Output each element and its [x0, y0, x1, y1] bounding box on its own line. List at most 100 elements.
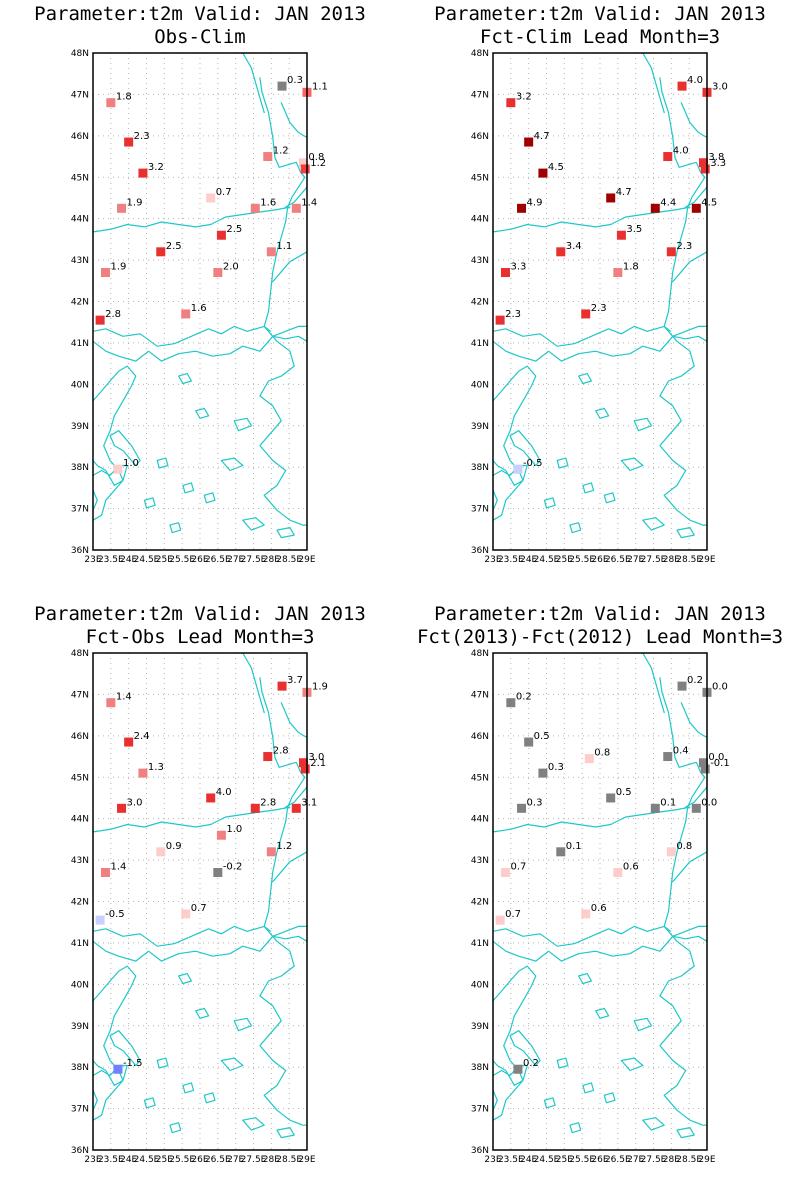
station-marker	[538, 168, 548, 178]
station-marker	[300, 164, 310, 174]
lon-tick-label: 27E	[227, 555, 244, 565]
lon-tick-label: 25E	[156, 555, 173, 565]
lon-tick-label: 26.5E	[205, 555, 231, 565]
station-marker	[117, 803, 127, 813]
station-marker	[495, 915, 505, 925]
lat-tick-label: 42N	[471, 298, 489, 308]
lat-tick-label: 47N	[71, 90, 89, 100]
lon-tick-label: 28E	[663, 1155, 680, 1165]
station-marker	[613, 268, 623, 278]
station-value-label: 3.4	[566, 241, 582, 252]
station-value-label: 0.5	[534, 731, 550, 742]
lon-tick-label: 29E	[298, 555, 315, 565]
station-marker	[213, 268, 223, 278]
lat-tick-label: 40N	[471, 980, 489, 990]
map-frame	[92, 652, 308, 1151]
station-marker	[100, 268, 110, 278]
lat-tick-label: 37N	[471, 505, 489, 515]
station-marker	[181, 909, 191, 919]
lat-tick-label: 45N	[471, 173, 489, 183]
lat-tick-label: 44N	[471, 815, 489, 825]
station-value-label: 4.7	[616, 187, 632, 198]
lon-tick-label: 23E	[84, 1155, 101, 1165]
lat-tick-label: 37N	[71, 1105, 89, 1115]
lon-tick-label: 25E	[556, 1155, 573, 1165]
station-value-label: 3.2	[148, 162, 164, 173]
lon-tick-label: 27.5E	[241, 555, 267, 565]
station-value-label: 0.1	[566, 841, 582, 852]
station-marker	[666, 247, 676, 257]
lat-tick-label: 41N	[71, 339, 89, 349]
station-marker	[117, 203, 127, 213]
station-value-label: 3.3	[710, 158, 726, 169]
lat-tick-label: 48N	[471, 649, 489, 659]
lat-tick-label: 44N	[471, 215, 489, 225]
lon-tick-label: 25E	[156, 1155, 173, 1165]
lat-tick-label: 36N	[471, 1146, 489, 1156]
station-value-label: 0.9	[166, 841, 182, 852]
station-value-label: 1.6	[260, 197, 276, 208]
lat-tick-label: 36N	[71, 1146, 89, 1156]
lat-tick-label: 39N	[471, 422, 489, 432]
station-value-label: 1.1	[276, 241, 292, 252]
station-value-label: 3.3	[510, 262, 526, 273]
station-value-label: 1.2	[273, 146, 289, 157]
lat-tick-label: 45N	[71, 773, 89, 783]
station-marker	[156, 247, 166, 257]
lon-tick-label: 26E	[591, 1155, 608, 1165]
station-value-label: 1.2	[276, 841, 292, 852]
lat-tick-label: 48N	[71, 649, 89, 659]
lon-tick-label: 27E	[227, 1155, 244, 1165]
station-marker	[95, 315, 105, 325]
lat-tick-label: 44N	[71, 215, 89, 225]
lon-tick-label: 25E	[556, 555, 573, 565]
lat-tick-label: 41N	[471, 339, 489, 349]
lat-tick-label: 47N	[471, 90, 489, 100]
station-value-label: 4.7	[534, 131, 550, 142]
lon-tick-label: 23.5E	[498, 1155, 524, 1165]
lat-tick-label: 39N	[71, 1022, 89, 1032]
lon-tick-label: 26E	[191, 1155, 208, 1165]
station-marker	[698, 158, 708, 168]
lon-tick-label: 23E	[484, 1155, 501, 1165]
lon-tick-label: 28E	[663, 555, 680, 565]
map-frame	[492, 52, 708, 551]
lat-tick-label: 40N	[471, 380, 489, 390]
station-value-label: 3.2	[516, 92, 532, 103]
panel-title-line2: Fct-Clim Lead Month=3	[480, 26, 720, 48]
station-value-label: 3.0	[127, 797, 143, 808]
panel-title-line1: Parameter:t2m Valid: JAN 2013	[434, 603, 766, 625]
station-value-label: 2.5	[166, 241, 182, 252]
lat-tick-label: 36N	[71, 546, 89, 556]
lon-tick-label: 28.5E	[676, 555, 702, 565]
panel-title-line2: Obs-Clim	[154, 26, 246, 48]
station-marker	[581, 309, 591, 319]
lon-tick-label: 24.5E	[534, 1155, 560, 1165]
lat-tick-label: 41N	[471, 939, 489, 949]
station-value-label: 4.5	[548, 162, 564, 173]
lon-tick-label: 29E	[698, 555, 715, 565]
station-marker	[584, 754, 594, 764]
coastline	[92, 652, 308, 1139]
map-panel-4: Parameter:t2m Valid: JAN 2013Fct(2013)-F…	[417, 603, 783, 1165]
lon-tick-label: 26.5E	[205, 1155, 231, 1165]
station-value-label: 1.8	[623, 262, 639, 273]
station-value-label: 4.5	[701, 197, 717, 208]
panel-title-line1: Parameter:t2m Valid: JAN 2013	[434, 3, 766, 25]
station-marker	[663, 752, 673, 762]
lon-tick-label: 28E	[263, 1155, 280, 1165]
station-marker	[513, 464, 523, 474]
lat-tick-label: 36N	[471, 546, 489, 556]
lon-tick-label: 27.5E	[641, 555, 667, 565]
lon-tick-label: 23E	[84, 555, 101, 565]
lat-tick-label: 43N	[471, 256, 489, 266]
station-marker	[291, 803, 301, 813]
station-value-label: 2.8	[105, 309, 121, 320]
station-marker	[517, 803, 527, 813]
station-marker	[691, 803, 701, 813]
lon-tick-label: 27.5E	[241, 1155, 267, 1165]
lon-tick-label: 27E	[627, 1155, 644, 1165]
lat-tick-label: 47N	[71, 690, 89, 700]
station-value-label: 2.3	[591, 303, 607, 314]
